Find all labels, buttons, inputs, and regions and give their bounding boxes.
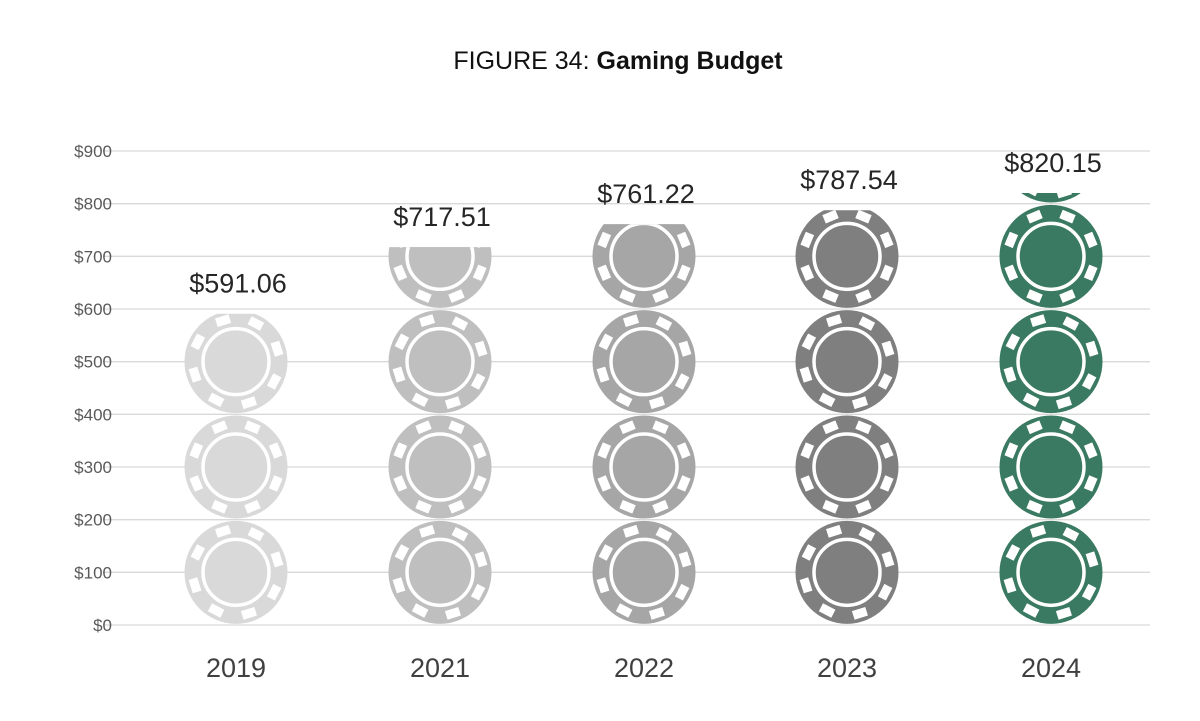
- poker-chip-icon: [388, 415, 492, 519]
- chip-stack-2022: [592, 224, 696, 624]
- poker-chip-icon: [795, 520, 899, 624]
- x-category-label: 2019: [206, 653, 266, 683]
- data-label: $591.06: [189, 269, 287, 299]
- poker-chip-icon: [388, 247, 492, 308]
- data-label: $787.54: [800, 165, 898, 195]
- y-tick-label: $600: [74, 300, 112, 319]
- y-tick-label: $900: [74, 142, 112, 161]
- y-tick-label: $400: [74, 405, 112, 424]
- data-labels: $591.06 $717.51 $761.22 $787.54 $820.15: [189, 148, 1102, 299]
- poker-chip-icon: [184, 520, 288, 624]
- poker-chip-icon: [795, 210, 899, 308]
- x-category-label: 2022: [614, 653, 674, 683]
- poker-chip-icon: [999, 310, 1103, 414]
- poker-chip-icon: [1021, 193, 1081, 203]
- y-tick-label: $200: [74, 511, 112, 530]
- chip-stack-2024: [999, 193, 1103, 624]
- chip-stack-2023: [795, 210, 899, 624]
- y-tick-label: $500: [74, 353, 112, 372]
- poker-chip-icon: [999, 520, 1103, 624]
- poker-chip-icon: [184, 313, 288, 414]
- chip-stack-2019: [184, 313, 288, 624]
- chip-stack-2021: [388, 247, 492, 624]
- poker-chip-icon: [592, 415, 696, 519]
- y-tick-label: $0: [93, 616, 112, 635]
- poker-chip-icon: [592, 224, 696, 308]
- title-prefix: FIGURE 34:: [453, 47, 589, 75]
- x-axis: 2019 2021 2022 2023 2024: [206, 653, 1081, 683]
- data-label: $820.15: [1004, 148, 1102, 178]
- y-tick-label: $800: [74, 195, 112, 214]
- poker-chip-icon: [184, 415, 288, 519]
- chart-title: FIGURE 34: Gaming Budget: [453, 47, 783, 75]
- chip-stacks: [184, 193, 1103, 624]
- poker-chip-icon: [795, 415, 899, 519]
- y-tick-label: $700: [74, 247, 112, 266]
- poker-chip-icon: [999, 204, 1103, 308]
- poker-chip-icon: [999, 415, 1103, 519]
- y-tick-label: $300: [74, 458, 112, 477]
- x-category-label: 2024: [1021, 653, 1081, 683]
- poker-chip-icon: [795, 310, 899, 414]
- poker-chip-icon: [388, 310, 492, 414]
- y-tick-label: $100: [74, 563, 112, 582]
- x-category-label: 2021: [410, 653, 470, 683]
- y-axis: $0 $100 $200 $300 $400 $500 $600 $700 $800 $900: [74, 142, 112, 635]
- poker-chip-icon: [388, 520, 492, 624]
- poker-chip-icon: [592, 310, 696, 414]
- data-label: $717.51: [393, 202, 491, 232]
- x-category-label: 2023: [817, 653, 877, 683]
- data-label: $761.22: [597, 179, 695, 209]
- title-main: Gaming Budget: [597, 47, 784, 75]
- poker-chip-icon: [592, 520, 696, 624]
